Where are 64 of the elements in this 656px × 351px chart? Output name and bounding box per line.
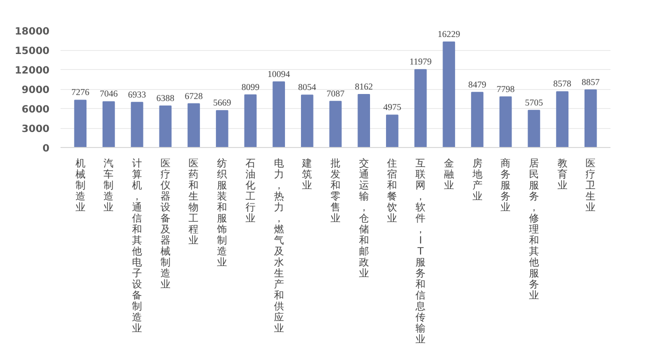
bar <box>130 102 144 148</box>
x-tick-label: 金融业 <box>444 158 454 192</box>
data-label: 4975 <box>383 102 402 112</box>
bar <box>386 114 398 148</box>
x-tick-label: 机械制造业 <box>75 158 86 214</box>
bar <box>159 105 172 148</box>
category-label: 居民服务，修理和其他服务业 <box>528 158 539 302</box>
bar <box>102 101 115 148</box>
bar <box>329 100 342 148</box>
y-tick-label: 9000 <box>22 85 50 96</box>
data-label: 6933 <box>128 89 147 100</box>
category-label: 电力，热力，燃气及水生产和供应业 <box>274 158 284 334</box>
bar <box>272 81 285 148</box>
y-tick-label: 3000 <box>22 124 50 135</box>
x-tick-label: 建筑业 <box>301 158 312 192</box>
y-tick-label: 12000 <box>14 66 50 76</box>
data-label: 10094 <box>268 68 291 79</box>
bar <box>358 94 370 148</box>
bar <box>471 92 484 148</box>
bar <box>499 96 512 148</box>
x-tick-label: 医药和生物工程业 <box>188 158 199 246</box>
category-label: 交通运输，仓储和邮政业 <box>358 158 369 280</box>
bar <box>528 110 540 148</box>
data-label: 8857 <box>582 76 600 87</box>
x-tick-label: 教育业 <box>557 158 568 192</box>
category-label: 纺织服装和服饰制造业 <box>217 158 228 268</box>
data-label: 5669 <box>213 98 232 108</box>
data-label: 7276 <box>71 87 90 98</box>
data-label: 8162 <box>354 81 373 92</box>
data-label: 8099 <box>241 82 260 92</box>
data-label: 5705 <box>524 97 544 108</box>
data-label: 8479 <box>468 79 487 90</box>
data-label: 6728 <box>184 90 204 101</box>
y-tick-label: 18000 <box>14 26 50 38</box>
bar <box>74 100 87 148</box>
category-label: 计算机，通信和其他电子设备制造业 <box>132 158 142 334</box>
bar <box>244 94 257 148</box>
bar <box>442 42 456 148</box>
category-label: 医疗仪器设备及器械制造业 <box>160 158 170 290</box>
bar <box>188 103 200 148</box>
data-label: 8578 <box>553 78 572 89</box>
data-label: 11979 <box>409 56 432 67</box>
y-tick-label: 6000 <box>22 104 50 116</box>
y-tick-label: 15000 <box>14 46 50 57</box>
data-label: 8054 <box>298 82 317 92</box>
x-tick-label: 商务服务业 <box>500 158 511 214</box>
data-label: 7798 <box>496 84 516 94</box>
bar <box>556 91 568 148</box>
x-tick-label: 医疗卫生业 <box>586 158 596 214</box>
x-tick-label: 房地产业 <box>471 158 482 202</box>
bar <box>584 89 597 148</box>
x-tick-label: 石油化工行业 <box>245 158 256 224</box>
data-label: 7046 <box>100 88 118 99</box>
data-label: 6388 <box>156 92 175 103</box>
bar <box>300 94 314 148</box>
category-label: 互联网，软件，IT服务和信息传输业 <box>416 158 426 346</box>
x-tick-label: 住宿和餐饮业 <box>386 158 398 224</box>
x-tick-label: 汽车制造业 <box>104 158 114 214</box>
data-label: 16229 <box>438 29 461 40</box>
bar <box>414 69 427 148</box>
data-label: 7087 <box>326 88 345 98</box>
y-tick-label: 0 <box>42 144 50 154</box>
x-tick-label: 批发和零售业 <box>330 158 340 224</box>
bar <box>216 110 228 148</box>
